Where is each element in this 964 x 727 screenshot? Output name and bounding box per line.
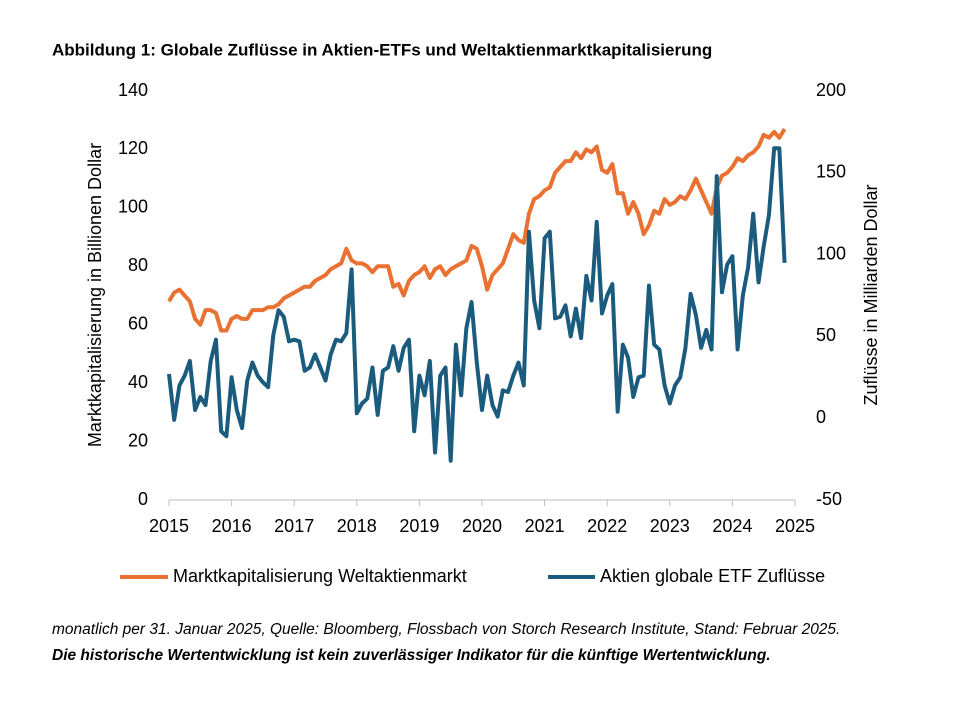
- y-tick-label: 80: [128, 255, 148, 275]
- y2-tick-label: 100: [816, 243, 846, 263]
- x-tick-label: 2025: [775, 516, 815, 536]
- x-tick-label: 2022: [587, 516, 627, 536]
- y2-tick-label: -50: [816, 489, 842, 509]
- legend-label: Marktkapitalisierung Weltaktienmarkt: [173, 566, 467, 586]
- y-tick-label: 140: [118, 80, 148, 100]
- x-tick-label: 2023: [650, 516, 690, 536]
- series-line: [167, 127, 787, 333]
- y-tick-label: 120: [118, 138, 148, 158]
- x-tick-label: 2018: [337, 516, 377, 536]
- y-tick-label: 100: [118, 197, 148, 217]
- y-tick-label: 20: [128, 430, 148, 450]
- chart-title: Abbildung 1: Globale Zuflüsse in Aktien-…: [52, 40, 712, 59]
- y2-tick-label: 50: [816, 325, 836, 345]
- footnote: monatlich per 31. Januar 2025, Quelle: B…: [52, 621, 840, 638]
- x-tick-label: 2020: [462, 516, 502, 536]
- x-tick-label: 2016: [212, 516, 252, 536]
- y-tick-label: 60: [128, 313, 148, 333]
- x-tick-label: 2021: [525, 516, 565, 536]
- disclaimer: Die historische Wertentwicklung ist kein…: [52, 647, 771, 664]
- y2-tick-label: 0: [816, 407, 826, 427]
- y-tick-label: 0: [138, 489, 148, 509]
- x-tick-label: 2024: [712, 516, 752, 536]
- x-tick-label: 2015: [149, 516, 189, 536]
- y2-tick-label: 150: [816, 162, 846, 182]
- legend-label: Aktien globale ETF Zuflüsse: [600, 566, 825, 586]
- y2-axis-label: Zuflüsse in Milliarden Dollar: [861, 184, 881, 405]
- series-line: [167, 146, 787, 463]
- y2-tick-label: 200: [816, 80, 846, 100]
- x-tick-label: 2019: [399, 516, 439, 536]
- x-tick-label: 2017: [274, 516, 314, 536]
- y-axis-label: Marktkapitalisierung in Billionen Dollar: [85, 143, 105, 447]
- y-tick-label: 40: [128, 372, 148, 392]
